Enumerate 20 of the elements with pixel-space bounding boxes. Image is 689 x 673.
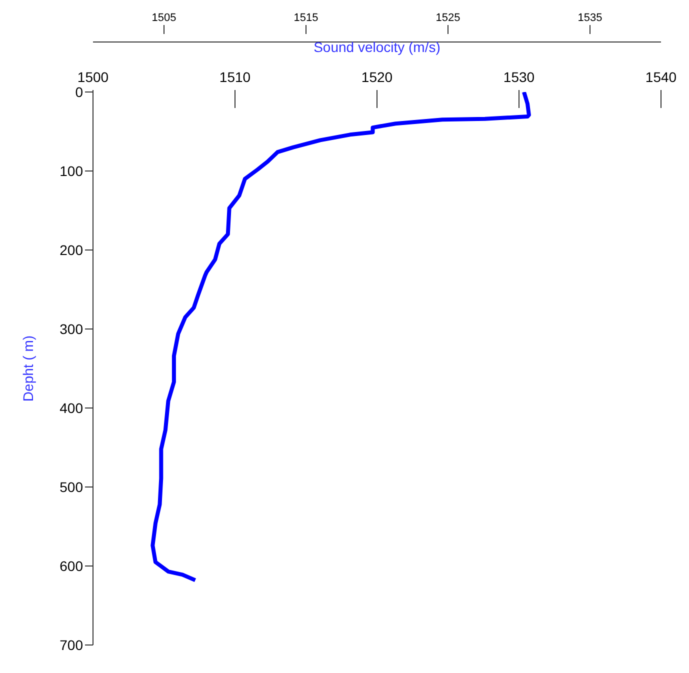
x2-tick-label: 1525 [436,12,460,24]
y-tick-label: 200 [60,242,84,258]
x-axis-title: Sound velocity (m/s) [314,38,440,55]
y-tick-label: 500 [60,478,84,495]
y-tick-label: 700 [60,636,84,653]
x-tick-label: 1520 [361,69,393,85]
x2-tick-label: 1505 [152,12,176,24]
y-tick-label: 0 [75,84,84,100]
y-tick-label: 300 [60,320,84,337]
line-series [150,92,531,582]
y-axis-title: Depht ( m) [20,335,36,402]
y-tick-label: 600 [60,558,84,574]
x2-tick-label: 1515 [294,12,318,24]
x-tick-label: 1530 [503,69,535,85]
x-tick-label: 1510 [219,69,251,85]
x2-tick-label: 1535 [578,12,602,24]
y-tick-label: 400 [60,400,84,416]
y-tick-label: 100 [60,162,84,179]
x-tick-label: 1500 [77,69,109,85]
x-tick-label: 1540 [645,69,677,85]
